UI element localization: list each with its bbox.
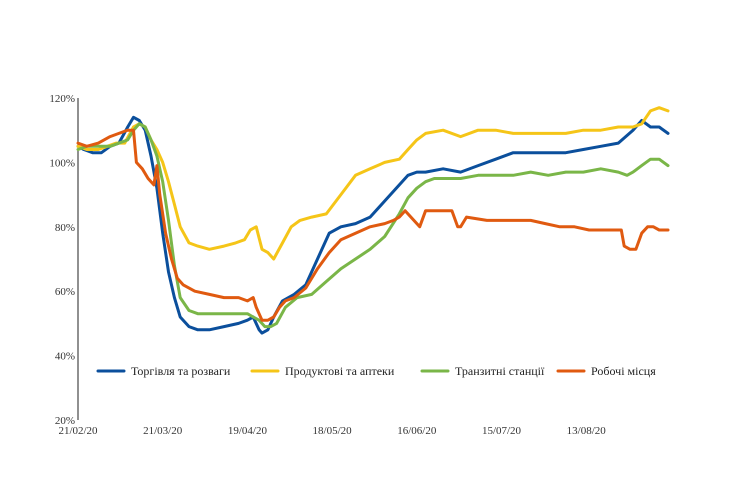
legend-label: Торгівля та розваги — [131, 364, 231, 378]
x-tick-label: 18/05/20 — [313, 425, 353, 437]
x-tick-label: 16/06/20 — [397, 425, 437, 437]
x-tick-label: 21/03/20 — [143, 425, 183, 437]
y-tick-label: 40% — [55, 351, 75, 363]
x-axis-ticks: 21/02/20 21/03/20 19/04/20 18/05/20 16/06/20… — [58, 425, 606, 437]
legend-label: Продуктові та аптеки — [285, 364, 395, 378]
legend-label: Робочі місця — [591, 364, 656, 378]
x-tick-label: 15/07/20 — [482, 425, 522, 437]
legend: Торгівля та розваги Продуктові та аптеки Т… — [96, 364, 656, 378]
series-line-3 — [76, 122, 670, 329]
series-line-1 — [76, 115, 670, 335]
series-line-4 — [76, 128, 670, 322]
y-tick-label: 100% — [49, 157, 75, 169]
y-tick-label: 80% — [55, 222, 75, 234]
x-tick-label: 13/08/20 — [567, 425, 607, 437]
x-tick-label: 19/04/20 — [228, 425, 268, 437]
y-tick-label: 60% — [55, 286, 75, 298]
legend-label: Транзитні станції — [455, 364, 545, 378]
y-tick-label: 20% — [55, 415, 75, 427]
x-tick-label: 21/02/20 — [58, 425, 98, 437]
y-axis-ticks: 20% 40% 60% 80% 100% 120% — [49, 93, 75, 427]
y-tick-label: 120% — [49, 93, 75, 105]
series-lines — [76, 106, 670, 335]
